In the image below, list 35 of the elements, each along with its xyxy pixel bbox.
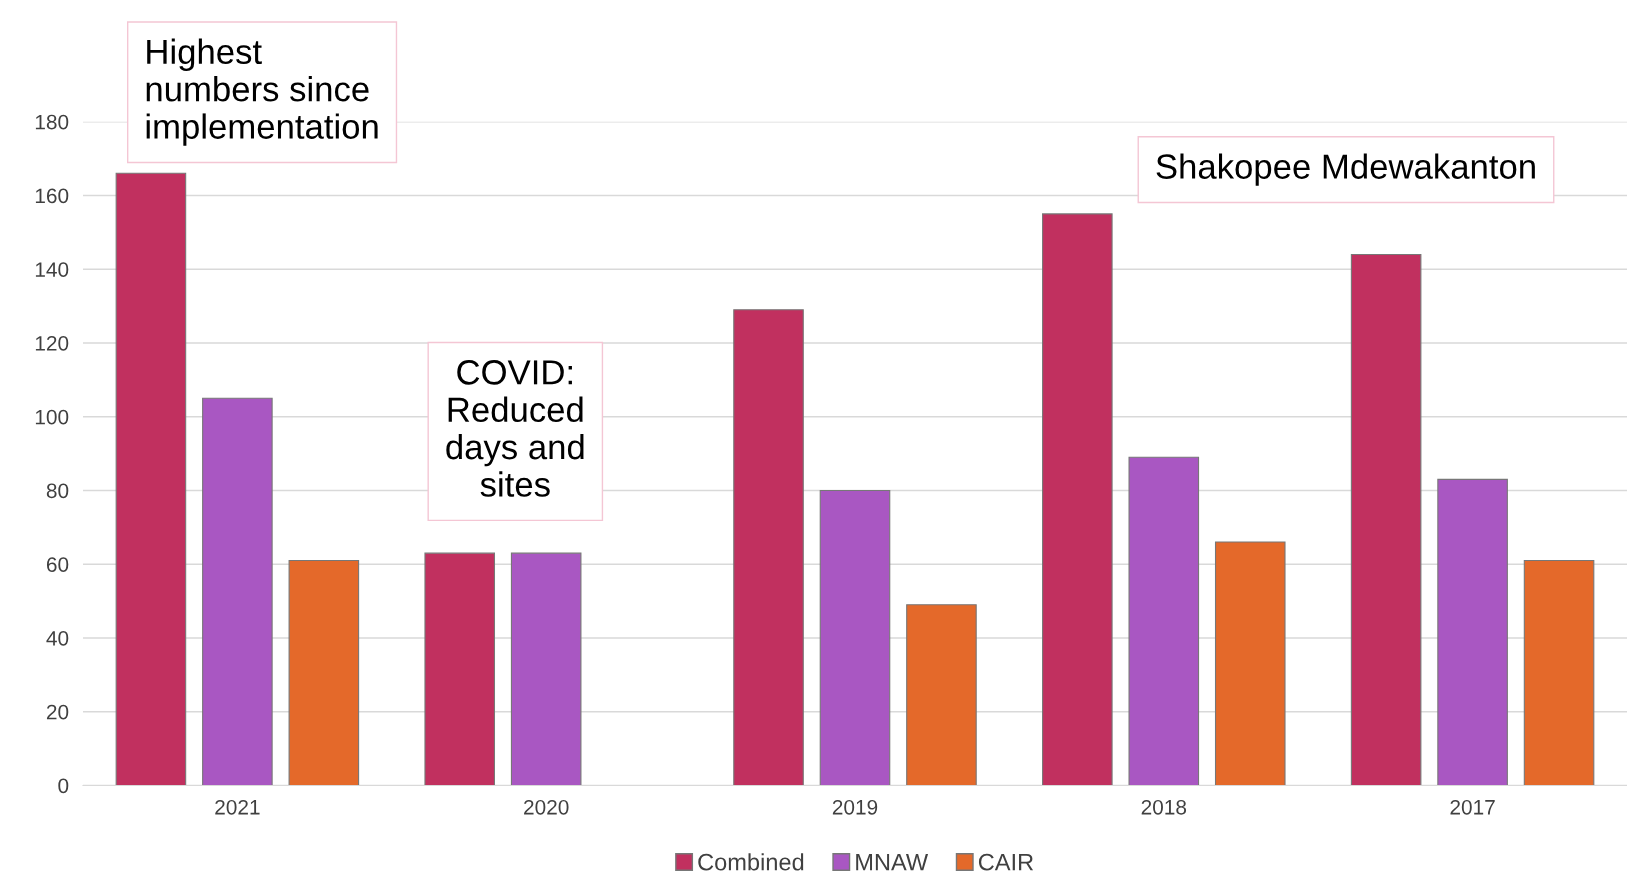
bar — [1128, 456, 1200, 786]
y-tick-label: 80 — [46, 483, 69, 499]
legend-label: MNAW — [856, 854, 929, 871]
x-tick-label: 2020 — [524, 799, 569, 815]
bar — [510, 552, 582, 786]
bar — [1350, 253, 1422, 786]
y-tick-label: 60 — [46, 557, 69, 572]
bar — [202, 397, 273, 786]
annotation: Shakopee Mdewakanton — [1156, 153, 1535, 186]
bar — [1042, 213, 1113, 786]
annotation: Highest numbers since implementation — [146, 38, 378, 146]
y-tick-label: 140 — [35, 262, 69, 277]
legend-label: CAIR — [978, 853, 1034, 871]
y-tick-label: 120 — [35, 335, 69, 351]
annotation: COVID: Reduced days and sites — [446, 360, 584, 497]
x-tick-label: 2018 — [1141, 799, 1187, 815]
bar — [906, 604, 977, 786]
y-tick-label: 0 — [58, 778, 69, 794]
bar — [115, 172, 187, 786]
bar — [819, 489, 891, 786]
bar — [1214, 541, 1286, 786]
bar — [424, 552, 496, 786]
y-tick-label: 100 — [35, 409, 69, 425]
y-tick-label: 20 — [46, 704, 69, 720]
bar — [1523, 559, 1595, 786]
y-tick-label: 180 — [35, 114, 69, 130]
y-tick-label: 160 — [35, 188, 69, 204]
legend-label: Combined — [698, 853, 804, 871]
bar — [733, 309, 804, 786]
x-tick-label: 2021 — [215, 799, 260, 815]
y-tick-label: 40 — [46, 630, 69, 646]
bar — [288, 559, 360, 786]
x-tick-label: 2017 — [1450, 799, 1495, 815]
x-tick-label: 2019 — [832, 799, 878, 815]
bar — [1437, 478, 1508, 786]
